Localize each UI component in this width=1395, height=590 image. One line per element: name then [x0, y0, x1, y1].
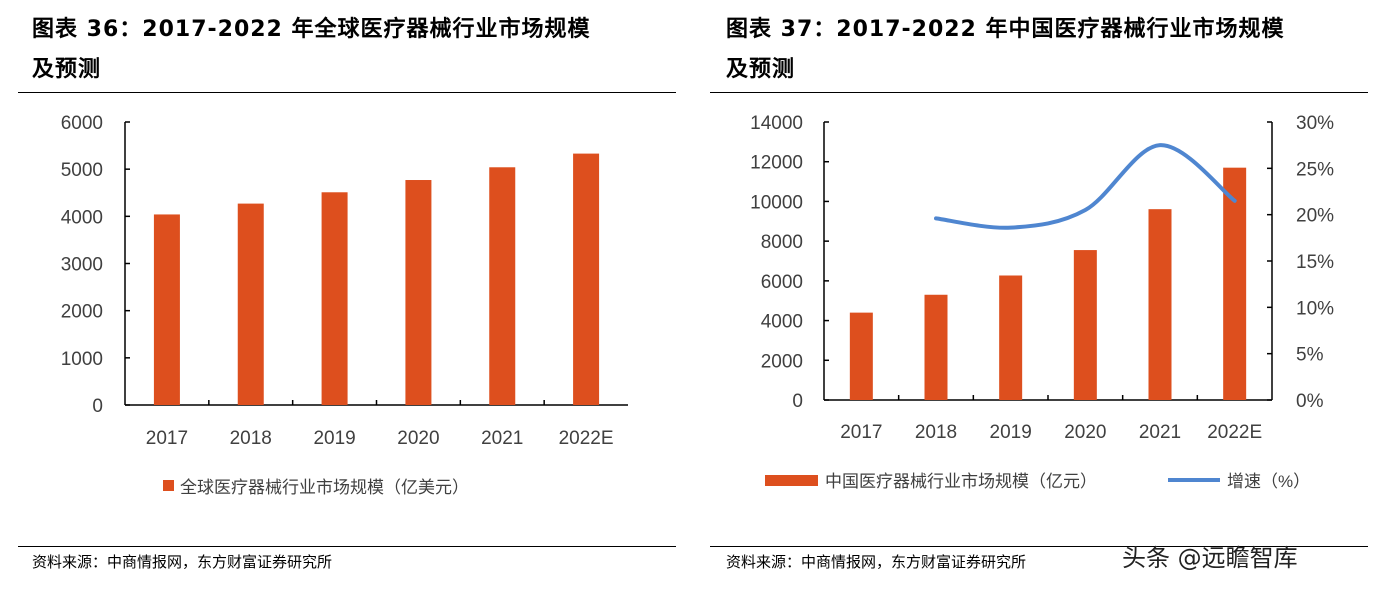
right-chart-y2-tick-label: 0%: [1296, 391, 1324, 412]
right-legend-line-label: 增速（%）: [1227, 472, 1310, 491]
left-source: 资料来源：中商情报网，东方财富证券研究所: [32, 553, 333, 571]
left-x-tick-label: 2021: [481, 428, 523, 449]
right-chart-x-tick-label: 2020: [1064, 422, 1106, 443]
right-chart-title: 图表 37：2017-2022 年中国医疗器械行业市场规模 及预测: [726, 10, 1285, 90]
left-bar-2019: [321, 192, 348, 405]
left-x-tick-label: 2022E: [559, 428, 614, 449]
left-title-line2: 及预测: [32, 57, 102, 82]
right-bar-2022E: [1223, 167, 1247, 400]
right-legend-bar-swatch: [765, 475, 818, 486]
left-x-tick-label: 2019: [313, 428, 355, 449]
right-chart-y-tick-label: 8000: [761, 232, 803, 253]
left-title-line1: 图表 36：2017-2022 年全球医疗器械行业市场规模: [32, 17, 591, 42]
left-chart-title: 图表 36：2017-2022 年全球医疗器械行业市场规模 及预测: [32, 10, 591, 90]
watermark: 头条 @远瞻智库: [1122, 544, 1298, 572]
right-chart-y-tick-label: 6000: [761, 272, 803, 293]
right-chart-y-tick-label: 4000: [761, 312, 803, 333]
left-bar-2022E: [573, 153, 600, 405]
right-source-rule: [710, 546, 1368, 547]
right-title-rule: [710, 92, 1368, 93]
left-y-tick-label: 4000: [61, 207, 103, 228]
left-x-tick-label: 2017: [146, 428, 188, 449]
left-bar-2021: [489, 167, 516, 405]
right-chart-x-tick-label: 2021: [1139, 422, 1181, 443]
right-legend-bar-label: 中国医疗器械行业市场规模（亿元）: [825, 472, 1097, 491]
left-x-tick-label: 2020: [397, 428, 439, 449]
right-source: 资料来源：中商情报网，东方财富证券研究所: [726, 553, 1027, 571]
right-bar-2017: [849, 312, 873, 400]
left-title-rule: [18, 92, 676, 93]
left-legend-label: 全球医疗器械行业市场规模（亿美元）: [180, 478, 469, 497]
right-bar-2018: [924, 294, 948, 400]
left-source-rule: [18, 546, 676, 547]
right-chart-x-tick-label: 2018: [915, 422, 957, 443]
right-title-line1: 图表 37：2017-2022 年中国医疗器械行业市场规模: [726, 17, 1285, 42]
left-legend-swatch: [163, 480, 174, 491]
left-y-tick-label: 3000: [61, 255, 103, 276]
right-bar-2021: [1148, 209, 1172, 400]
left-y-tick-label: 1000: [61, 349, 103, 370]
right-chart-y2-tick-label: 5%: [1296, 345, 1324, 366]
right-chart-y-tick-label: 10000: [750, 192, 803, 213]
right-chart-y-tick-label: 2000: [761, 351, 803, 372]
right-chart-y2-tick-label: 25%: [1296, 159, 1334, 180]
right-title-line2: 及预测: [726, 57, 796, 82]
right-chart-y-tick-label: 14000: [750, 113, 803, 134]
growth-rate-line: [934, 143, 1237, 230]
left-bar-2020: [405, 180, 432, 405]
left-x-tick-label: 2018: [230, 428, 272, 449]
left-y-tick-label: 2000: [61, 302, 103, 323]
right-chart-x-tick-label: 2019: [990, 422, 1032, 443]
right-bar-2019: [999, 275, 1023, 400]
right-chart-y2-tick-label: 20%: [1296, 206, 1334, 227]
left-bar-2017: [153, 214, 180, 405]
right-bar-2020: [1073, 250, 1097, 400]
right-chart-y-tick-label: 12000: [750, 153, 803, 174]
right-chart-y-tick-label: 0: [792, 391, 803, 412]
right-chart-x-tick-label: 2022E: [1207, 422, 1262, 443]
left-y-tick-label: 5000: [61, 160, 103, 181]
right-chart-y2-tick-label: 10%: [1296, 298, 1334, 319]
left-y-tick-label: 0: [92, 396, 103, 417]
right-chart-y2-tick-label: 30%: [1296, 113, 1334, 134]
left-y-tick-label: 6000: [61, 113, 103, 134]
right-chart-x-tick-label: 2017: [840, 422, 882, 443]
right-chart-y2-tick-label: 15%: [1296, 252, 1334, 273]
left-bar-2018: [237, 203, 264, 405]
